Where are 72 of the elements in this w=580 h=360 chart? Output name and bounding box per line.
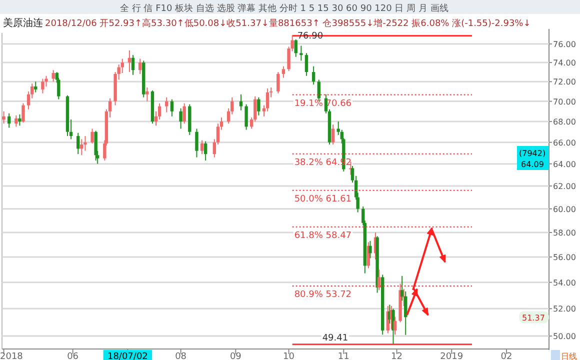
x-tick-label: 18/07/02 <box>107 352 148 360</box>
x-tick-label: 02 <box>500 352 512 360</box>
annotation: (7942) <box>519 149 546 158</box>
y-tick-label: 76.00 <box>553 40 576 49</box>
candlestick <box>276 72 280 94</box>
x-tick-label: 2018 <box>0 352 24 360</box>
x-tick-label: 12 <box>391 352 402 360</box>
candlestick <box>300 45 303 62</box>
text: 全 行 信 F10 板块 自选 选股 弹幕 其他 分时 1 5 15 30 60 90 120 日 周 月 画线 <box>120 3 448 14</box>
y-tick-label: 52.00 <box>553 304 576 314</box>
x-tick-label: 10 <box>283 352 295 360</box>
x-tick-label: 09 <box>230 352 242 360</box>
x-tick-label: 2019 <box>440 352 464 360</box>
candlestick <box>84 136 87 152</box>
candlestick <box>22 102 25 124</box>
candlestick <box>94 130 98 162</box>
candlestick <box>200 140 204 155</box>
annotation: 51.37 <box>522 314 545 323</box>
y-tick-label: 56.00 <box>553 252 576 262</box>
text: 日线 <box>561 352 577 360</box>
candlestick <box>393 316 397 336</box>
y-tick-label: 60.00 <box>553 204 576 214</box>
x-tick-label: 08 <box>175 352 187 360</box>
candlestick <box>304 52 308 76</box>
x-tick-label: 06 <box>67 352 79 360</box>
y-tick-label: 54.00 <box>553 278 576 288</box>
candlestick <box>76 132 80 155</box>
candlestick <box>257 96 260 116</box>
candlestick <box>128 50 132 73</box>
y-tick-label: 50.00 <box>553 332 576 342</box>
y-tick-label: 58.00 <box>553 228 576 238</box>
candlestick <box>90 128 94 144</box>
candlestick <box>294 38 298 58</box>
x-tick-label: 11 <box>338 352 350 360</box>
candlestick <box>182 102 186 124</box>
candlestick <box>368 240 372 259</box>
candlestick <box>282 66 286 78</box>
candlestick <box>204 140 208 162</box>
y-tick-label: 72.00 <box>553 78 576 87</box>
chart-title: 美原油连 <box>3 17 43 29</box>
candlestick <box>377 269 381 291</box>
ref-line-label: 50.0% 61.61 <box>294 194 352 204</box>
candlestick <box>146 86 149 102</box>
candlestick <box>138 58 142 74</box>
candlestick <box>2 110 6 124</box>
candlestick <box>195 128 198 158</box>
y-tick-label: 74.00 <box>553 58 576 68</box>
chart-subtitle: 2018/12/06 开52.93↑高53.30↑低50.08↓收51.37↓量881653↑ 仓398555↓增-2522 振6.08% 涨(-1.55)-2.93%↓ <box>45 18 531 29</box>
annotation: 64.09 <box>521 160 544 169</box>
candlestick <box>179 108 182 130</box>
y-tick-label: 66.00 <box>553 138 576 148</box>
candlestick <box>131 54 135 76</box>
candlestick <box>7 112 11 128</box>
candlestick <box>80 138 84 156</box>
candlestick <box>170 98 174 117</box>
ref-line-label: 80.9% 53.72 <box>294 290 352 300</box>
candlestick <box>18 114 22 126</box>
candlestick <box>312 66 316 86</box>
ref-line-label: 61.8% 58.47 <box>294 230 352 241</box>
candlestick <box>14 114 18 128</box>
candlestick <box>331 124 335 145</box>
y-tick-label: 68.00 <box>553 118 576 127</box>
candlestick <box>244 104 248 130</box>
y-tick-label: 62.00 <box>553 182 576 191</box>
y-tick-label: 64.00 <box>553 160 576 169</box>
y-tick-label: 70.00 <box>553 97 576 106</box>
candlestick <box>52 70 55 82</box>
candlestick <box>41 78 44 94</box>
candlestick <box>34 81 38 93</box>
ref-line-label: 49.41 <box>322 333 348 344</box>
candlestick <box>165 96 168 113</box>
candlestick <box>239 94 243 111</box>
